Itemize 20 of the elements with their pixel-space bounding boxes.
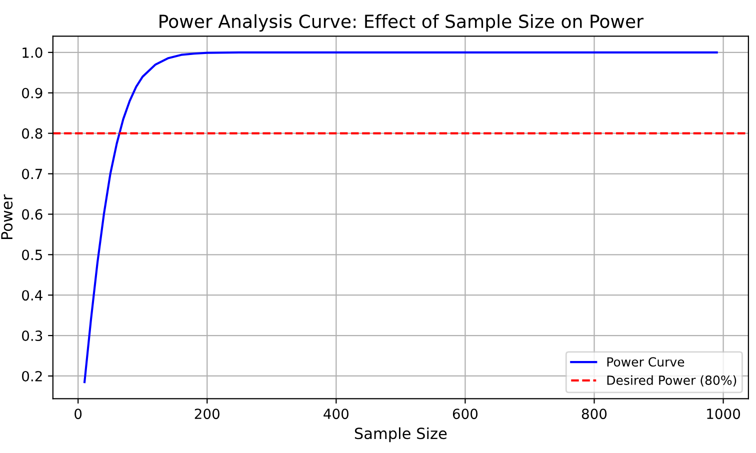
y-tick-label: 0.6 (22, 209, 42, 220)
y-tick-label: 0.9 (22, 88, 42, 98)
legend-label: Power Curve (607, 357, 684, 367)
y-tick-label: 1.0 (22, 47, 42, 58)
y-tick-label: 0.7 (22, 168, 42, 180)
x-tick-label: 1000 (707, 408, 740, 420)
legend-label: Desired Power (80%) (607, 375, 736, 386)
y-tick-label: 0.5 (22, 250, 42, 260)
x-axis-title: Sample Size (354, 427, 447, 442)
y-tick-label: 0.4 (22, 290, 42, 301)
chart-title: Power Analysis Curve: Effect of Sample Size on Power (160, 14, 644, 32)
y-tick-label: 0.3 (22, 330, 42, 342)
y-tick-label: 0.2 (22, 370, 42, 382)
y-axis-title: Power (1, 194, 13, 240)
x-tick-label: 600 (452, 408, 478, 420)
x-tick-label: 200 (194, 408, 220, 420)
x-tick-label: 400 (324, 408, 348, 420)
y-tick-label: 0.8 (22, 128, 42, 139)
x-tick-label: 0 (74, 408, 82, 420)
x-tick-label: 800 (582, 408, 607, 420)
